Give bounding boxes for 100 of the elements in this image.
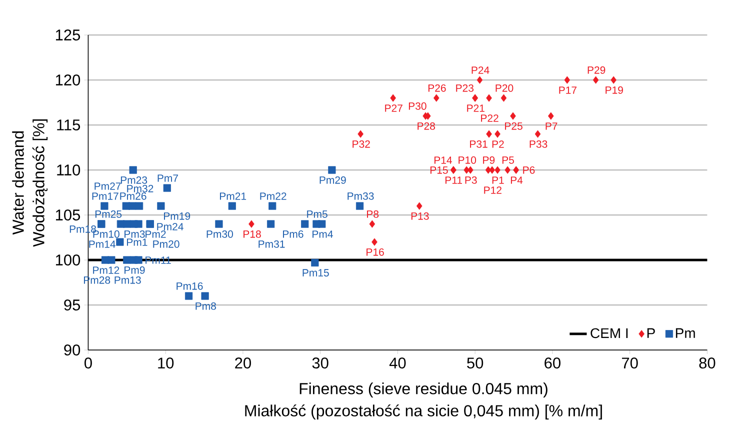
y-tick-label: 125	[56, 30, 80, 40]
point	[500, 94, 507, 102]
annotation: Pm15	[302, 269, 329, 277]
point	[201, 292, 209, 300]
point	[494, 166, 500, 174]
annotation: P21	[467, 104, 484, 112]
point	[416, 202, 422, 210]
annotation: P14	[434, 156, 452, 164]
annotation: P2	[492, 140, 504, 148]
annotation: Pm22	[260, 192, 286, 200]
point	[369, 220, 376, 228]
legend-label: P	[647, 328, 655, 338]
annotation: Pm33	[348, 192, 374, 200]
point	[123, 256, 131, 264]
annotation: Pm13	[114, 276, 141, 284]
y-tick-label: 95	[64, 300, 80, 310]
point	[534, 130, 541, 138]
point	[100, 202, 108, 210]
annotation: Pm17	[92, 192, 118, 200]
point	[130, 220, 138, 228]
point	[228, 202, 236, 210]
point	[301, 220, 309, 228]
annotation: Pm1	[126, 238, 148, 246]
annotation: P31	[470, 140, 488, 148]
annotation: P30	[408, 102, 426, 110]
point	[464, 166, 470, 174]
annotation: Pm5	[307, 210, 328, 218]
point	[489, 166, 496, 174]
annotation: P27	[385, 104, 402, 112]
annotation: P28	[418, 122, 435, 130]
point	[372, 238, 378, 246]
annotation: P20	[496, 84, 514, 92]
annotation: P22	[481, 114, 498, 122]
annotation: P17	[559, 86, 576, 94]
x-tick-label: 10	[158, 358, 174, 369]
annotation: P18	[244, 230, 261, 238]
annotation: Pm19	[164, 212, 190, 220]
x-tick-label: 0	[84, 358, 92, 369]
annotation: Pm7	[158, 174, 178, 182]
annotation: Pm8	[196, 302, 216, 310]
point	[390, 94, 396, 102]
point	[356, 202, 364, 210]
annotation: P19	[606, 86, 623, 94]
annotation: Pm25	[95, 210, 122, 218]
annotation: Pm2	[146, 230, 166, 238]
annotation: P13	[411, 212, 429, 220]
annotation: Pm27	[94, 182, 121, 190]
annotation: P6	[523, 166, 535, 174]
point	[215, 220, 223, 228]
annotation: Pm21	[220, 192, 246, 200]
text: Wodożądność [%]	[32, 119, 48, 247]
annotation: P9	[483, 156, 495, 164]
point	[248, 220, 254, 228]
y-tick-label: 100	[56, 254, 80, 266]
point	[486, 94, 492, 102]
annotation: Pm26	[120, 192, 146, 200]
legend-label: CEM I	[590, 328, 628, 338]
text: Miałkość (pozostałość na sicie 0,045 mm) [% m/m]	[245, 404, 602, 420]
x-axis-title: Fineness (sieve residue 0.045 mm)	[300, 382, 548, 398]
x-tick-label: 70	[622, 358, 638, 369]
point	[129, 166, 137, 174]
annotation: Pm12	[93, 266, 120, 274]
point	[548, 112, 554, 120]
annotation: Pm3	[124, 230, 145, 238]
point	[494, 130, 500, 138]
point	[328, 166, 336, 174]
annotation: Pm6	[283, 230, 304, 238]
point	[163, 184, 171, 192]
y-tick-label: 115	[57, 120, 80, 130]
point	[433, 94, 440, 102]
point	[135, 202, 144, 210]
x-tick-label: 80	[699, 358, 716, 369]
point	[184, 292, 193, 300]
annotation: P15	[430, 166, 448, 174]
annotation: P11	[445, 176, 462, 184]
annotation: P3	[465, 176, 477, 184]
point	[476, 76, 483, 84]
point	[134, 256, 142, 264]
y-tick-label: 90	[64, 344, 80, 356]
point	[510, 112, 516, 120]
point	[157, 202, 165, 210]
annotation: Pm29	[320, 176, 346, 184]
annotation: Pm31	[258, 240, 285, 248]
annotation: Pm20	[153, 240, 180, 248]
annotation: P25	[505, 122, 522, 130]
annotation: P23	[456, 84, 474, 92]
annotation: P4	[510, 176, 523, 184]
point	[312, 220, 320, 228]
point	[610, 76, 616, 84]
annotation: P26	[428, 84, 446, 92]
annotation: P12	[484, 186, 502, 194]
annotation: P29	[588, 66, 606, 74]
y-tick-label: 110	[57, 164, 80, 176]
y-tick-label: 105	[56, 210, 80, 220]
point	[123, 220, 131, 228]
x-tick-label: 20	[235, 358, 251, 369]
annotation: P33	[530, 140, 548, 148]
annotation: Pm30	[206, 230, 233, 238]
point	[592, 76, 599, 84]
x-tick-label: 50	[467, 358, 484, 369]
